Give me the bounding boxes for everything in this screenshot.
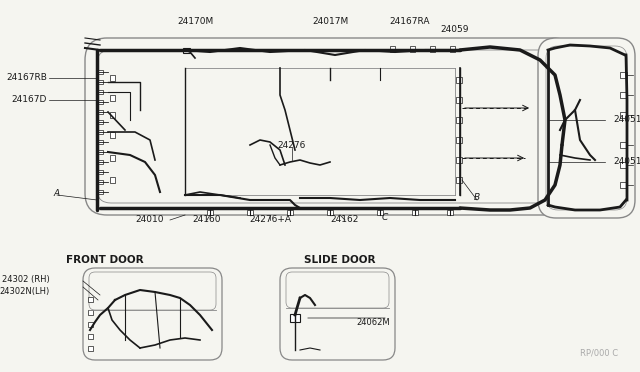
Bar [110,95,115,101]
Text: B: B [474,193,480,202]
Bar [247,210,253,215]
FancyBboxPatch shape [85,38,575,215]
Bar [290,314,300,322]
Bar [97,170,103,174]
Bar [450,46,455,52]
Bar [456,97,462,103]
Text: 24167RB: 24167RB [6,74,47,83]
Bar [456,117,462,123]
Bar [97,130,103,134]
Bar [377,210,383,215]
Bar [620,182,627,188]
Bar [110,177,115,183]
Bar [207,210,213,215]
Text: 24051: 24051 [613,115,640,125]
Text: 24276: 24276 [278,141,306,150]
Text: 24062M: 24062M [356,318,390,327]
Bar [97,160,103,164]
Bar [183,48,190,53]
Bar [97,70,103,74]
Text: 24167RA: 24167RA [390,17,430,26]
FancyBboxPatch shape [280,268,395,360]
Text: 24051M: 24051M [613,157,640,167]
Text: 24302N(LH): 24302N(LH) [0,287,50,296]
Bar [97,120,103,124]
Bar [88,310,93,315]
Text: 24302 (RH): 24302 (RH) [3,275,50,284]
Bar [110,75,115,81]
Bar [456,177,462,183]
Bar [410,46,415,52]
Bar [456,157,462,163]
Bar [430,46,435,52]
Text: 24162: 24162 [331,215,359,224]
Bar [287,210,293,215]
Bar [620,162,627,168]
Bar [97,180,103,184]
Bar [88,346,93,351]
Text: 24160: 24160 [193,215,221,224]
Bar [620,92,627,98]
Bar [447,210,453,215]
Text: 24170M: 24170M [177,17,213,26]
Bar [97,140,103,144]
Bar [88,334,93,339]
Bar [97,90,103,94]
Text: 24276+A: 24276+A [249,215,291,224]
Text: A: A [54,189,60,198]
Bar [97,100,103,104]
Bar [110,155,115,161]
Bar [88,297,93,302]
Bar [110,132,115,138]
Bar [88,322,93,327]
Text: RP/000 C: RP/000 C [580,349,618,358]
Text: FRONT DOOR: FRONT DOOR [66,255,144,265]
Bar [97,80,103,84]
Bar [390,46,395,52]
Bar [456,137,462,143]
Bar [97,150,103,154]
Text: C: C [382,214,388,222]
Bar [97,190,103,194]
Bar [620,72,627,78]
Text: 24017M: 24017M [312,17,348,26]
Bar [327,210,333,215]
Bar [110,112,115,118]
Text: 24167D: 24167D [12,96,47,105]
Text: 24010: 24010 [136,215,164,224]
Bar [620,142,627,148]
FancyBboxPatch shape [538,38,635,218]
Bar [456,77,462,83]
Bar [97,110,103,114]
Bar [412,210,418,215]
FancyBboxPatch shape [83,268,222,360]
Bar [620,112,627,118]
Text: SLIDE DOOR: SLIDE DOOR [304,255,376,265]
Text: 24059: 24059 [441,26,469,35]
